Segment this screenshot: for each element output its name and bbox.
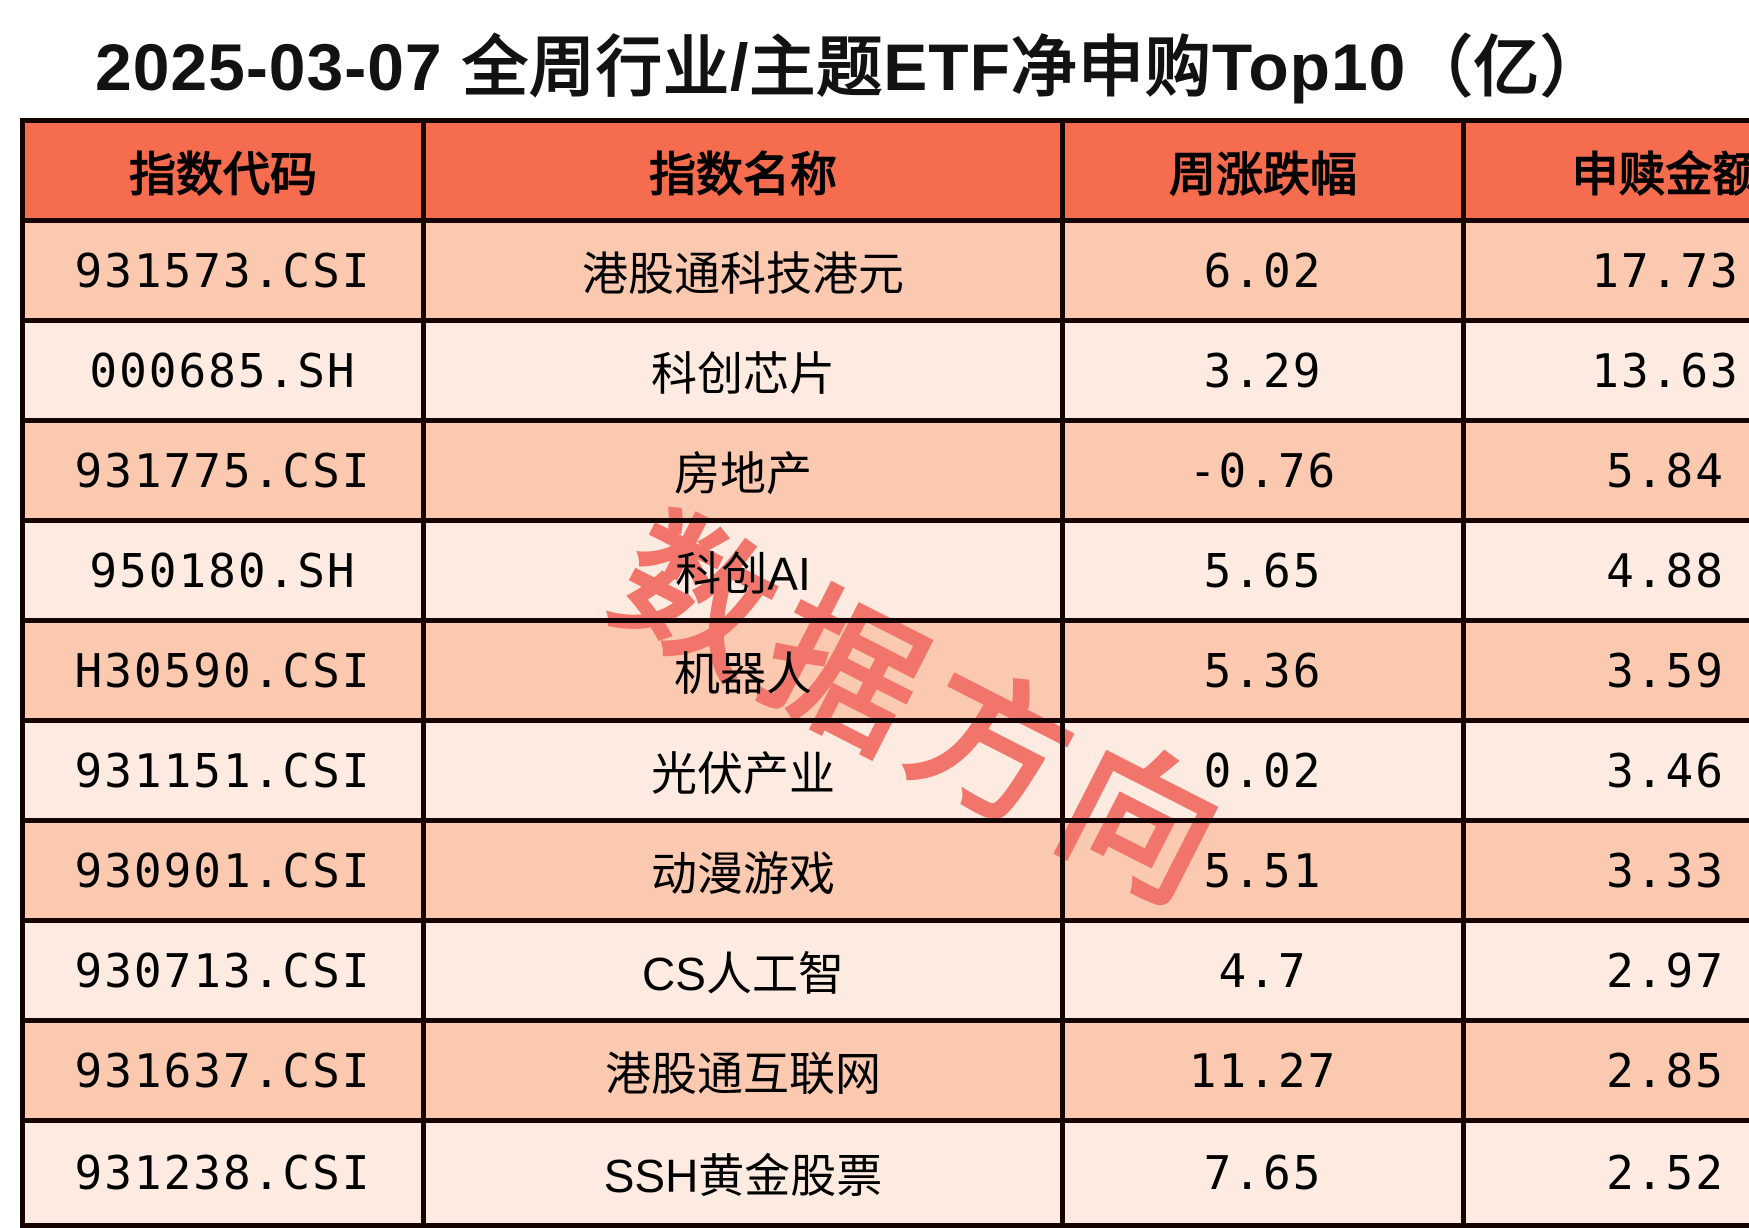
code-cell: 931573.CSI — [23, 221, 424, 321]
change-cell: 5.65 — [1063, 521, 1464, 621]
table-row: 950180.SH 科创AI 5.65 4.88 — [23, 521, 1749, 621]
amount-cell: 3.33 — [1464, 821, 1749, 921]
table-row: 930713.CSI CS人工智 4.7 2.97 — [23, 921, 1749, 1021]
table-row: 931573.CSI 港股通科技港元 6.02 17.73 — [23, 221, 1749, 321]
name-cell: 机器人 — [424, 621, 1063, 721]
amount-cell: 3.59 — [1464, 621, 1749, 721]
page-title: 2025-03-07 全周行业/主题ETF净申购Top10（亿） — [95, 14, 1607, 110]
etf-top10-table: 指数代码 指数名称 周涨跌幅 申赎金额 931573.CSI 港股通科技港元 6… — [20, 118, 1749, 1228]
name-cell: 港股通科技港元 — [424, 221, 1063, 321]
change-cell: 6.02 — [1063, 221, 1464, 321]
change-cell: 5.36 — [1063, 621, 1464, 721]
amount-cell: 3.46 — [1464, 721, 1749, 821]
code-cell: 950180.SH — [23, 521, 424, 621]
amount-cell: 17.73 — [1464, 221, 1749, 321]
amount-cell: 5.84 — [1464, 421, 1749, 521]
code-cell: 930901.CSI — [23, 821, 424, 921]
table-row: 931637.CSI 港股通互联网 11.27 2.85 — [23, 1021, 1749, 1121]
table-header-row: 指数代码 指数名称 周涨跌幅 申赎金额 — [23, 121, 1749, 221]
table-row: 931151.CSI 光伏产业 0.02 3.46 — [23, 721, 1749, 821]
name-cell: 科创芯片 — [424, 321, 1063, 421]
amount-cell: 2.97 — [1464, 921, 1749, 1021]
name-cell: 港股通互联网 — [424, 1021, 1063, 1121]
code-cell: 000685.SH — [23, 321, 424, 421]
change-cell: 7.65 — [1063, 1121, 1464, 1226]
name-cell: SSH黄金股票 — [424, 1121, 1063, 1226]
amount-cell: 2.85 — [1464, 1021, 1749, 1121]
table-row: 931238.CSI SSH黄金股票 7.65 2.52 — [23, 1121, 1749, 1226]
code-cell: 931775.CSI — [23, 421, 424, 521]
name-cell: 动漫游戏 — [424, 821, 1063, 921]
amount-cell: 4.88 — [1464, 521, 1749, 621]
table-row: 000685.SH 科创芯片 3.29 13.63 — [23, 321, 1749, 421]
change-cell: 3.29 — [1063, 321, 1464, 421]
table-row: H30590.CSI 机器人 5.36 3.59 — [23, 621, 1749, 721]
code-cell: 931637.CSI — [23, 1021, 424, 1121]
name-cell: 房地产 — [424, 421, 1063, 521]
header-cell-code: 指数代码 — [23, 121, 424, 221]
name-cell: 科创AI — [424, 521, 1063, 621]
amount-cell: 13.63 — [1464, 321, 1749, 421]
change-cell: 4.7 — [1063, 921, 1464, 1021]
code-cell: 931238.CSI — [23, 1121, 424, 1226]
table-row: 930901.CSI 动漫游戏 5.51 3.33 — [23, 821, 1749, 921]
code-cell: H30590.CSI — [23, 621, 424, 721]
amount-cell: 2.52 — [1464, 1121, 1749, 1226]
change-cell: 11.27 — [1063, 1021, 1464, 1121]
header-cell-amount: 申赎金额 — [1464, 121, 1749, 221]
header-cell-name: 指数名称 — [424, 121, 1063, 221]
name-cell: 光伏产业 — [424, 721, 1063, 821]
code-cell: 931151.CSI — [23, 721, 424, 821]
change-cell: -0.76 — [1063, 421, 1464, 521]
header-cell-change: 周涨跌幅 — [1063, 121, 1464, 221]
code-cell: 930713.CSI — [23, 921, 424, 1021]
change-cell: 5.51 — [1063, 821, 1464, 921]
table-row: 931775.CSI 房地产 -0.76 5.84 — [23, 421, 1749, 521]
name-cell: CS人工智 — [424, 921, 1063, 1021]
change-cell: 0.02 — [1063, 721, 1464, 821]
